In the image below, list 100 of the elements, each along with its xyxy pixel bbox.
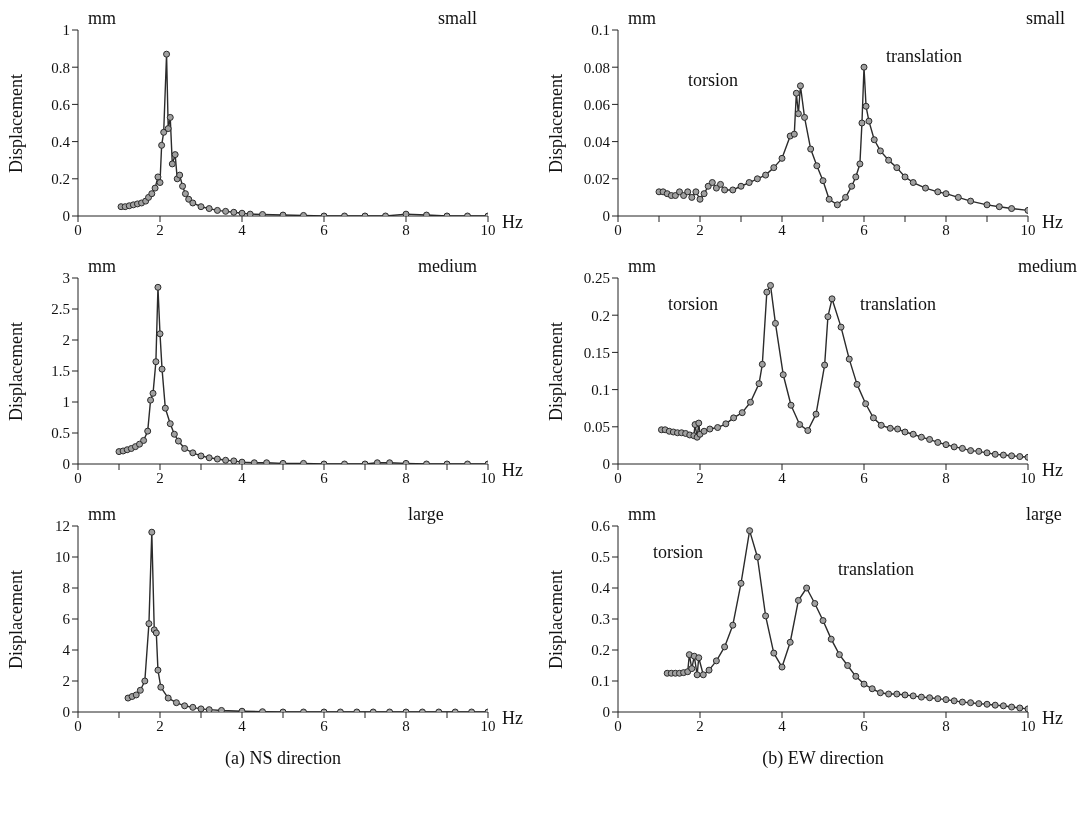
- point: [213, 455, 221, 463]
- point: [804, 427, 812, 435]
- x-tick-label: 6: [860, 469, 869, 486]
- point: [166, 113, 174, 121]
- point: [762, 612, 770, 620]
- point: [185, 195, 193, 203]
- y-tick-label: 2: [62, 332, 70, 349]
- y-tick-label: 12: [55, 518, 70, 535]
- point: [796, 421, 804, 429]
- point: [148, 190, 156, 198]
- point: [712, 184, 720, 192]
- point: [692, 188, 700, 196]
- y-tick-label: 0: [62, 704, 70, 721]
- point: [824, 313, 832, 321]
- x-tick-label: 10: [480, 469, 496, 486]
- point: [983, 700, 991, 708]
- point: [712, 657, 720, 665]
- y-axis-title: Displacement: [6, 322, 27, 421]
- point: [714, 424, 722, 432]
- point: [865, 117, 873, 125]
- point: [922, 184, 929, 192]
- x-tick-label: 2: [156, 221, 164, 238]
- point: [700, 427, 708, 435]
- y-tick-label: 0.8: [51, 59, 70, 76]
- point: [246, 210, 254, 216]
- point: [189, 703, 197, 711]
- point: [958, 698, 966, 706]
- point: [812, 410, 820, 418]
- x-tick-label: 6: [320, 469, 329, 486]
- point: [230, 457, 238, 464]
- point: [796, 82, 804, 90]
- point: [213, 206, 221, 214]
- x-tick-label: 4: [238, 717, 247, 734]
- x-tick-label: 4: [238, 221, 247, 238]
- x-tick-label: 0: [74, 469, 82, 486]
- annotation: torsion: [668, 294, 719, 315]
- point: [950, 443, 958, 451]
- point: [999, 451, 1007, 459]
- point: [885, 690, 893, 698]
- text: mm: [628, 504, 657, 525]
- point: [856, 160, 864, 168]
- point: [132, 691, 140, 699]
- point: [950, 697, 958, 705]
- point: [870, 136, 878, 144]
- point: [763, 288, 771, 296]
- y-tick-label: 10: [55, 549, 70, 566]
- x-tick-label: 8: [402, 221, 410, 238]
- point: [140, 436, 148, 444]
- point: [942, 696, 950, 704]
- point: [205, 706, 213, 712]
- annotation: torsion: [688, 70, 739, 91]
- point: [885, 156, 893, 164]
- y-axis-title: Displacement: [546, 74, 567, 173]
- point: [729, 186, 737, 194]
- point: [803, 584, 811, 592]
- point: [917, 433, 925, 441]
- y-tick-label: 0.1: [591, 673, 610, 690]
- y-tick-label: 8: [62, 580, 70, 597]
- y-tick-label: 0.08: [583, 59, 610, 76]
- point: [787, 401, 795, 409]
- point: [893, 164, 901, 172]
- x-tick-label: 2: [156, 717, 164, 734]
- point: [779, 371, 787, 379]
- point: [154, 666, 162, 674]
- y-tick-label: 2: [62, 673, 70, 690]
- y-tick-label: 0.04: [583, 133, 611, 150]
- point: [753, 553, 761, 561]
- y-tick-label: 0: [62, 456, 70, 473]
- y-axis-title: Displacement: [546, 570, 567, 669]
- y-tick-label: 0: [602, 208, 610, 225]
- point: [894, 425, 902, 433]
- x-tick-label: 4: [778, 717, 787, 734]
- point: [174, 437, 182, 445]
- point: [852, 672, 860, 680]
- x-tick-label: 2: [156, 469, 164, 486]
- point: [717, 180, 724, 188]
- point: [179, 182, 187, 190]
- point: [958, 444, 966, 452]
- point: [967, 447, 975, 455]
- point: [181, 190, 189, 198]
- y-tick-label: 1: [62, 394, 70, 411]
- point: [876, 147, 884, 155]
- x-axis-title: Hz: [502, 708, 523, 729]
- text: mm: [88, 256, 117, 277]
- point: [811, 600, 819, 607]
- point: [844, 662, 852, 669]
- point: [983, 449, 991, 457]
- text: small: [1026, 8, 1065, 29]
- point: [218, 706, 225, 712]
- text: (a) NS direction: [224, 748, 342, 769]
- annotation: torsion: [653, 542, 704, 563]
- point: [136, 686, 144, 694]
- y-tick-label: 1.5: [51, 363, 70, 380]
- y-tick-label: 0.1: [591, 381, 610, 398]
- point: [991, 450, 999, 458]
- point: [862, 400, 870, 408]
- point: [145, 620, 153, 628]
- point: [696, 195, 704, 203]
- x-tick-label: 10: [1020, 717, 1036, 734]
- point: [737, 182, 745, 190]
